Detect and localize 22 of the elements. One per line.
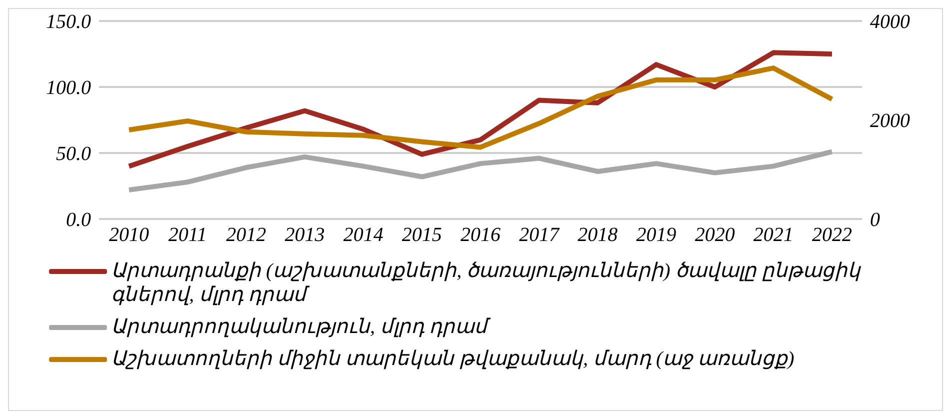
x-tick-label: 2020: [694, 224, 735, 246]
legend-label: Արտադրանքի (աշխատանքների, ծառայությունների) ծավալը ընթացիկ գներով, մլրդ դրամ: [111, 259, 862, 307]
x-tick-label: 2011: [168, 224, 207, 246]
y2-tick-label: 0: [870, 209, 880, 232]
x-tick-label: 2015: [402, 224, 442, 246]
x-tick-label: 2021: [753, 224, 794, 246]
y-tick-label: 0.0: [66, 209, 91, 232]
x-tick-label: 2013: [284, 224, 325, 246]
y2-tick-label: 4000: [870, 11, 910, 34]
x-tick-label: 2018: [578, 224, 618, 246]
x-tick-label: 2012: [226, 224, 266, 246]
y2-tick-label: 2000: [870, 110, 910, 132]
x-tick-label: 2022: [812, 224, 852, 246]
x-tick-label: 2016: [460, 224, 500, 246]
x-tick-label: 2014: [343, 224, 384, 246]
y-tick-label: 100.0: [46, 77, 91, 100]
x-tick-label: 2010: [109, 224, 149, 246]
x-tick-label: 2019: [636, 224, 676, 246]
legend-label: Աշխատողների միջին տարեկան թվաքանակ, մարդ (աջ առանցք): [111, 347, 794, 371]
x-tick-label: 2017: [519, 224, 560, 246]
y-tick-label: 150.0: [46, 11, 91, 34]
y-tick-label: 50.0: [56, 143, 91, 166]
